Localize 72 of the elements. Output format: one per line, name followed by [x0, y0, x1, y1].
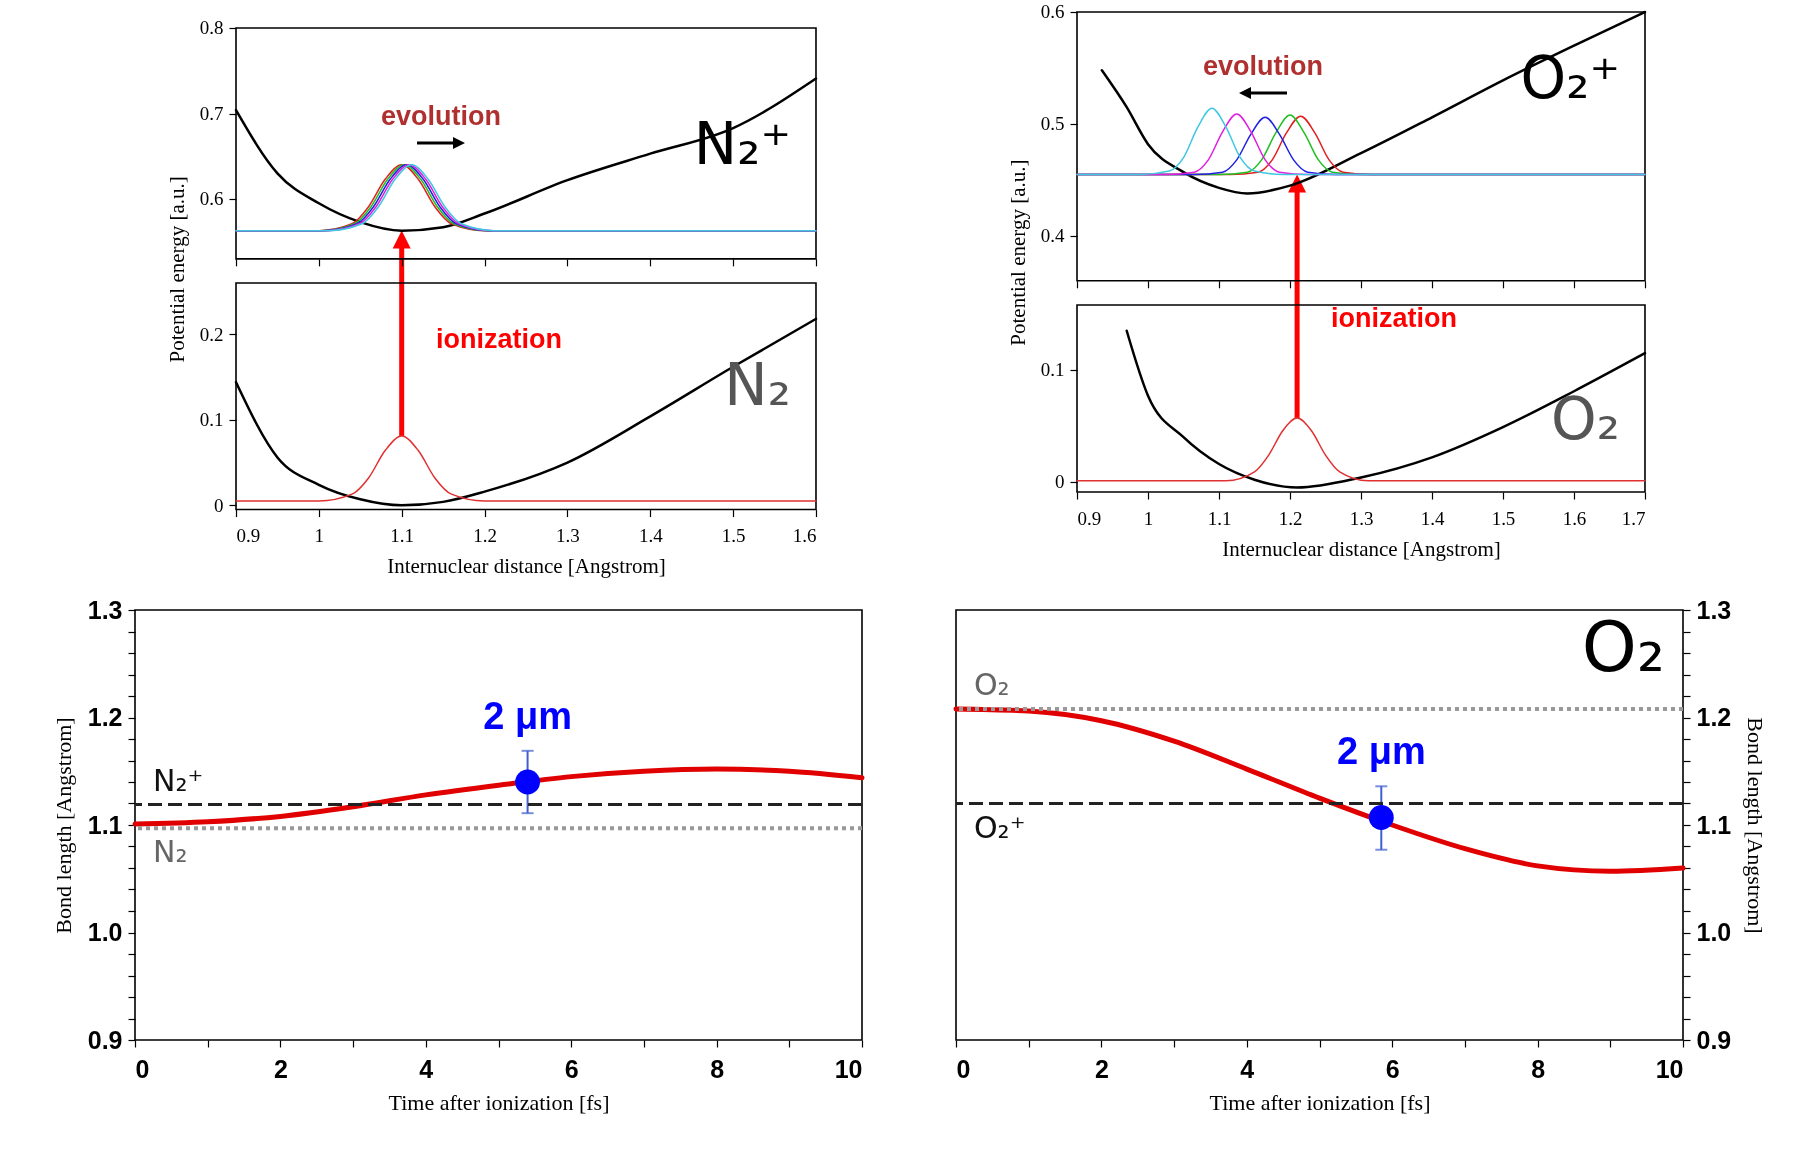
y-axis-title: Potential energy [a.u.] [164, 176, 189, 363]
x-tick-label: 10 [834, 1054, 863, 1083]
x-tick-label: 2 [273, 1054, 288, 1083]
series-label: 2 μm [1336, 730, 1426, 773]
x-tick-label: 0 [135, 1054, 150, 1083]
x-tick-label: 1.5 [1491, 507, 1516, 529]
x-tick-label: 1 [1143, 507, 1154, 529]
x-tick-label: 1.2 [1278, 507, 1303, 529]
series-label: O₂⁺ [1520, 44, 1620, 112]
series-label: N₂ [724, 350, 791, 419]
x-tick-label: 1.6 [792, 524, 817, 546]
y-tick-label: 1.1 [87, 810, 123, 839]
x-tick-label: 1.4 [638, 524, 664, 546]
x-tick-label: 1.2 [473, 524, 497, 546]
ref-line-label: N₂ [153, 834, 188, 870]
x-axis-title: Internuclear distance [Angstrom] [387, 553, 666, 578]
y2-tick-label: 0.9 [1696, 1025, 1732, 1054]
x-tick-label: 0.9 [236, 524, 261, 546]
y-axis-title: Potential energy [a.u.] [1005, 159, 1030, 346]
x-axis-title: Time after ionization [fs] [388, 1089, 610, 1115]
x-tick-label: 1.1 [390, 524, 415, 546]
y-tick-label: 0.6 [199, 188, 224, 210]
y-tick-label: 0.1 [199, 409, 224, 431]
y2-tick-label: 1.0 [1696, 918, 1732, 946]
x-tick-label: 4 [419, 1054, 434, 1083]
x-tick-label: 1 [314, 524, 325, 546]
x-tick-label: 1.3 [556, 524, 580, 546]
y-tick-label: 0.4 [1040, 225, 1066, 247]
x-tick-label: 6 [1385, 1054, 1400, 1083]
x-axis-title: Internuclear distance [Angstrom] [1222, 536, 1501, 561]
y-tick-label: 1.2 [87, 703, 123, 731]
annotation: ionization [436, 323, 562, 354]
x-tick-label: 1.3 [1349, 507, 1374, 529]
y2-tick-label: 1.3 [1696, 595, 1732, 624]
annotation: evolution [381, 101, 501, 131]
y2-axis-title: Bond length [Angstrom] [1743, 717, 1769, 934]
y-tick-label: 1.3 [87, 595, 123, 624]
annotation: evolution [1203, 51, 1323, 81]
annotation: O₂ [1581, 606, 1665, 688]
ref-line-label: O₂⁺ [974, 809, 1026, 845]
y-tick-label: 0.6 [1040, 1, 1065, 23]
y-tick-label: 1.0 [87, 918, 123, 946]
x-tick-label: 8 [1531, 1054, 1546, 1083]
y2-tick-label: 1.2 [1696, 703, 1732, 731]
y2-tick-label: 1.1 [1696, 810, 1732, 839]
x-tick-label: 1.7 [1621, 507, 1646, 529]
x-tick-label: 1.4 [1420, 507, 1445, 529]
ref-line-label: O₂ [974, 666, 1010, 702]
y-tick-label: 0.1 [1040, 359, 1065, 381]
y-tick-label: 0.9 [87, 1025, 123, 1054]
x-axis-title: Time after ionization [fs] [1209, 1089, 1431, 1115]
series-label: N₂⁺ [693, 110, 791, 179]
x-tick-label: 6 [564, 1054, 579, 1083]
y-tick-label: 0.5 [1040, 113, 1065, 135]
x-tick-label: 1.1 [1207, 507, 1232, 529]
x-tick-label: 1.6 [1562, 507, 1587, 529]
x-tick-label: 0 [956, 1054, 971, 1083]
x-tick-label: 10 [1655, 1054, 1684, 1083]
x-tick-label: 4 [1240, 1054, 1255, 1083]
annotation: ionization [1331, 302, 1457, 333]
y-tick-label: 0 [1055, 471, 1065, 493]
y-axis-title: Bond length [Angstrom] [50, 717, 76, 934]
y-tick-label: 0.2 [199, 323, 224, 345]
y-tick-label: 0.8 [199, 17, 224, 39]
x-tick-label: 1.5 [721, 524, 746, 546]
x-tick-label: 0.9 [1077, 507, 1102, 529]
ref-line-label: N₂⁺ [153, 762, 204, 798]
y-tick-label: 0.7 [199, 103, 224, 124]
x-tick-label: 2 [1094, 1054, 1109, 1083]
series-label: 2 μm [483, 694, 572, 737]
series-label: O₂ [1551, 384, 1620, 453]
x-tick-label: 8 [710, 1054, 725, 1083]
